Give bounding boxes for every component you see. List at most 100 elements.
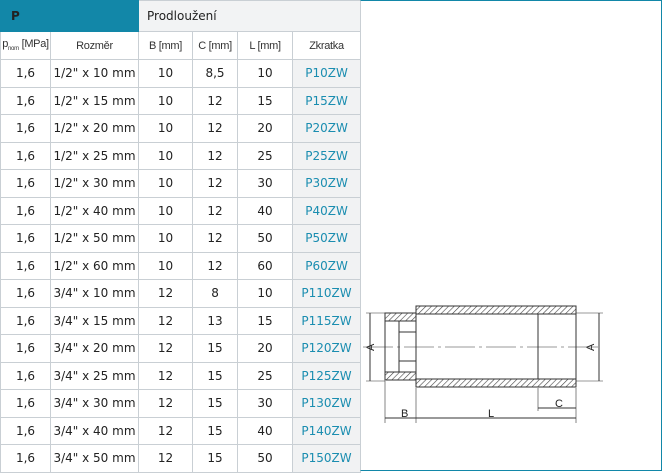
cell-c: 12: [192, 141, 239, 170]
cell-l: 60: [237, 251, 294, 280]
column-headers: pnom [MPa] Rozměr B [mm] C [mm] L [mm] Z…: [0, 31, 362, 60]
cell-b: 12: [138, 334, 194, 363]
cell-code[interactable]: P110ZW: [292, 279, 362, 308]
product-code-header: P: [0, 0, 140, 32]
cell-pressure: 1,6: [0, 361, 51, 390]
table-row: 1,6 1/2" x 25 mm 10 12 25 P25ZW: [0, 141, 362, 170]
cell-c: 8: [192, 279, 239, 308]
cell-size: 1/2" x 25 mm: [49, 141, 140, 170]
cell-size: 1/2" x 60 mm: [49, 251, 140, 280]
cell-size: 3/4" x 25 mm: [49, 361, 140, 390]
col-b: B [mm]: [138, 31, 194, 60]
dim-a-left-label: A: [365, 343, 377, 351]
cell-code[interactable]: P120ZW: [292, 334, 362, 363]
cell-size: 3/4" x 40 mm: [49, 416, 140, 445]
cell-b: 12: [138, 306, 194, 335]
table-row: 1,6 1/2" x 60 mm 10 12 60 P60ZW: [0, 251, 362, 280]
cell-b: 10: [138, 59, 194, 88]
product-title: Prodloužení: [138, 0, 362, 32]
cell-c: 8,5: [192, 59, 239, 88]
cell-b: 12: [138, 361, 194, 390]
cell-size: 1/2" x 10 mm: [49, 59, 140, 88]
dim-c-label: C: [555, 398, 563, 410]
cell-l: 40: [237, 196, 294, 225]
table-row: 1,6 1/2" x 30 mm 10 12 30 P30ZW: [0, 169, 362, 198]
cell-size: 3/4" x 20 mm: [49, 334, 140, 363]
cell-b: 10: [138, 224, 194, 253]
cell-code[interactable]: P50ZW: [292, 224, 362, 253]
cell-l: 30: [237, 169, 294, 198]
cell-code[interactable]: P30ZW: [292, 169, 362, 198]
cell-code[interactable]: P115ZW: [292, 306, 362, 335]
cell-pressure: 1,6: [0, 416, 51, 445]
dim-a-right-label: A: [585, 343, 597, 351]
cell-pressure: 1,6: [0, 196, 51, 225]
cell-l: 30: [237, 389, 294, 418]
table-row: 1,6 1/2" x 40 mm 10 12 40 P40ZW: [0, 196, 362, 225]
cell-l: 25: [237, 361, 294, 390]
cell-b: 12: [138, 416, 194, 445]
table-row: 1,6 3/4" x 40 mm 12 15 40 P140ZW: [0, 416, 362, 445]
col-pressure: pnom [MPa]: [0, 31, 51, 60]
cell-pressure: 1,6: [0, 251, 51, 280]
cell-pressure: 1,6: [0, 279, 51, 308]
cell-size: 3/4" x 50 mm: [49, 444, 140, 473]
table-row: 1,6 1/2" x 15 mm 10 12 15 P15ZW: [0, 86, 362, 115]
cell-l: 15: [237, 86, 294, 115]
cell-pressure: 1,6: [0, 306, 51, 335]
cell-b: 10: [138, 251, 194, 280]
table-row: 1,6 3/4" x 50 mm 12 15 50 P150ZW: [0, 444, 362, 473]
cell-code[interactable]: P140ZW: [292, 416, 362, 445]
table-row: 1,6 3/4" x 10 mm 12 8 10 P110ZW: [0, 279, 362, 308]
cell-l: 20: [237, 334, 294, 363]
cell-b: 10: [138, 169, 194, 198]
cell-c: 15: [192, 416, 239, 445]
cell-c: 12: [192, 86, 239, 115]
cell-l: 15: [237, 306, 294, 335]
cell-code[interactable]: P125ZW: [292, 361, 362, 390]
cell-c: 12: [192, 196, 239, 225]
drawing-panel: B L C A A: [360, 0, 662, 471]
cell-size: 1/2" x 20 mm: [49, 114, 140, 143]
cell-c: 12: [192, 169, 239, 198]
technical-drawing: B L C A A: [363, 305, 603, 423]
col-l: L [mm]: [237, 31, 294, 60]
table-row: 1,6 3/4" x 30 mm 12 15 30 P130ZW: [0, 389, 362, 418]
cell-pressure: 1,6: [0, 224, 51, 253]
table-row: 1,6 1/2" x 10 mm 10 8,5 10 P10ZW: [0, 59, 362, 88]
col-code: Zkratka: [292, 31, 362, 60]
cell-c: 15: [192, 444, 239, 473]
cell-code[interactable]: P25ZW: [292, 141, 362, 170]
cell-size: 1/2" x 15 mm: [49, 86, 140, 115]
cell-l: 50: [237, 224, 294, 253]
cell-b: 12: [138, 389, 194, 418]
cell-size: 1/2" x 40 mm: [49, 196, 140, 225]
cell-b: 10: [138, 196, 194, 225]
cell-l: 25: [237, 141, 294, 170]
table-row: 1,6 3/4" x 20 mm 12 15 20 P120ZW: [0, 334, 362, 363]
cell-l: 20: [237, 114, 294, 143]
cell-code[interactable]: P10ZW: [292, 59, 362, 88]
cell-c: 15: [192, 389, 239, 418]
cell-code[interactable]: P20ZW: [292, 114, 362, 143]
cell-c: 12: [192, 224, 239, 253]
cell-c: 12: [192, 251, 239, 280]
cell-size: 3/4" x 10 mm: [49, 279, 140, 308]
cell-b: 10: [138, 86, 194, 115]
cell-l: 10: [237, 279, 294, 308]
cell-pressure: 1,6: [0, 444, 51, 473]
cell-code[interactable]: P130ZW: [292, 389, 362, 418]
cell-code[interactable]: P15ZW: [292, 86, 362, 115]
cell-pressure: 1,6: [0, 86, 51, 115]
cell-code[interactable]: P60ZW: [292, 251, 362, 280]
cell-c: 12: [192, 114, 239, 143]
cell-size: 3/4" x 15 mm: [49, 306, 140, 335]
cell-l: 40: [237, 416, 294, 445]
cell-code[interactable]: P40ZW: [292, 196, 362, 225]
col-c: C [mm]: [192, 31, 239, 60]
cell-pressure: 1,6: [0, 114, 51, 143]
dim-l-label: L: [488, 408, 494, 420]
product-table: P Prodloužení pnom [MPa] Rozměr B [mm] C…: [0, 0, 362, 473]
cell-code[interactable]: P150ZW: [292, 444, 362, 473]
cell-l: 10: [237, 59, 294, 88]
